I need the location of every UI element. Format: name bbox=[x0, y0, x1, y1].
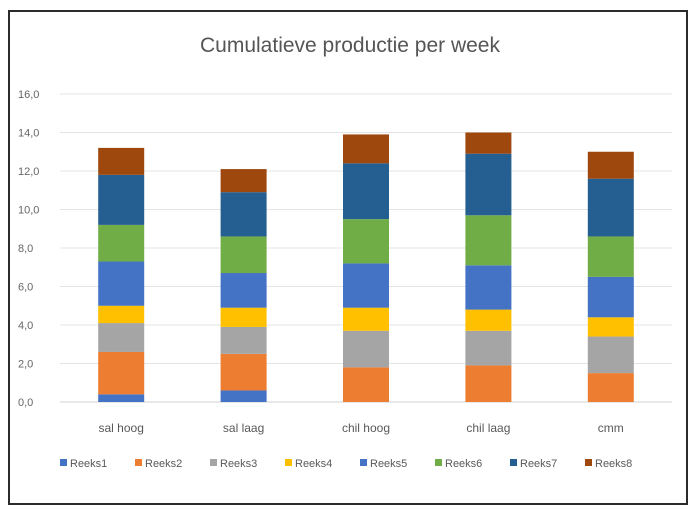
bar-segment bbox=[587, 336, 634, 374]
y-tick-label: 0,0 bbox=[18, 397, 33, 409]
bar-segment bbox=[220, 307, 267, 327]
bar-segment bbox=[98, 147, 145, 175]
y-tick-label: 12,0 bbox=[18, 166, 39, 178]
bar-segment bbox=[465, 265, 512, 310]
x-category-label: cmm bbox=[598, 421, 624, 435]
bar-segment bbox=[220, 273, 267, 308]
y-tick-label: 10,0 bbox=[18, 205, 39, 217]
bar-segment bbox=[343, 134, 389, 164]
legend-label: Reeks5 bbox=[370, 458, 407, 470]
legend-label: Reeks8 bbox=[595, 458, 632, 470]
bar-segment bbox=[220, 353, 267, 391]
y-tick-label: 4,0 bbox=[18, 320, 33, 332]
bar-segment bbox=[465, 153, 512, 216]
bar-segment bbox=[343, 263, 389, 308]
y-tick-label: 6,0 bbox=[18, 282, 33, 294]
bar-segment bbox=[98, 323, 145, 352]
bar-segment bbox=[343, 219, 389, 264]
legend-label: Reeks6 bbox=[445, 458, 482, 470]
legend-swatch bbox=[510, 459, 517, 466]
bar-segment bbox=[587, 151, 634, 179]
bar-segment bbox=[343, 367, 389, 402]
chart-frame: Cumulatieve productie per week 0,0 2,0 4,0… bbox=[8, 10, 688, 505]
x-category-label: chil hoog bbox=[342, 421, 390, 435]
bar-segment bbox=[587, 276, 634, 318]
y-tick-label: 8,0 bbox=[18, 243, 33, 255]
chart-svg: 0,0 2,0 4,0 6,0 8,0 10,0 12,0 14,0 16,0 sal hoog s… bbox=[18, 89, 672, 470]
bar-segment bbox=[98, 351, 145, 395]
x-category-label: sal laag bbox=[223, 421, 264, 435]
bar-segment bbox=[220, 192, 267, 237]
bar-segment bbox=[343, 163, 389, 220]
bar-segment bbox=[465, 309, 512, 331]
x-category-label: chil laag bbox=[466, 421, 510, 435]
bar-segment bbox=[465, 330, 512, 366]
legend-swatch bbox=[210, 459, 217, 466]
bar-segment bbox=[465, 215, 512, 266]
y-tick-label: 2,0 bbox=[18, 359, 33, 371]
legend-label: Reeks4 bbox=[295, 458, 332, 470]
bar-segment bbox=[220, 169, 267, 193]
legend-swatch bbox=[60, 459, 67, 466]
y-tick-label: 14,0 bbox=[18, 128, 39, 140]
bar-segment bbox=[465, 132, 512, 154]
bar-segment bbox=[343, 307, 389, 331]
bar-segment bbox=[220, 390, 267, 402]
bar-segment bbox=[343, 330, 389, 368]
bar-segment bbox=[587, 373, 634, 402]
legend-label: Reeks2 bbox=[145, 458, 182, 470]
bar-segment bbox=[98, 174, 145, 225]
legend-label: Reeks3 bbox=[220, 458, 257, 470]
bar-segment bbox=[465, 365, 512, 402]
bar-segment bbox=[220, 236, 267, 274]
bar-segment bbox=[98, 224, 145, 262]
bar-segment bbox=[587, 178, 634, 237]
y-tick-label: 16,0 bbox=[18, 89, 39, 101]
bar-segment bbox=[587, 317, 634, 337]
legend-swatch bbox=[585, 459, 592, 466]
chart-title: Cumulatieve productie per week bbox=[200, 34, 500, 57]
bar-segment bbox=[98, 261, 145, 306]
bar-segment bbox=[587, 236, 634, 277]
bar-segment bbox=[98, 394, 145, 402]
legend-label: Reeks7 bbox=[520, 458, 557, 470]
legend-swatch bbox=[285, 459, 292, 466]
legend-label: Reeks1 bbox=[70, 458, 107, 470]
bar-segment bbox=[98, 305, 145, 324]
legend-swatch bbox=[435, 459, 442, 466]
legend-swatch bbox=[360, 459, 367, 466]
bar-segment bbox=[220, 326, 267, 354]
legend-swatch bbox=[135, 459, 142, 466]
x-category-label: sal hoog bbox=[99, 421, 144, 435]
